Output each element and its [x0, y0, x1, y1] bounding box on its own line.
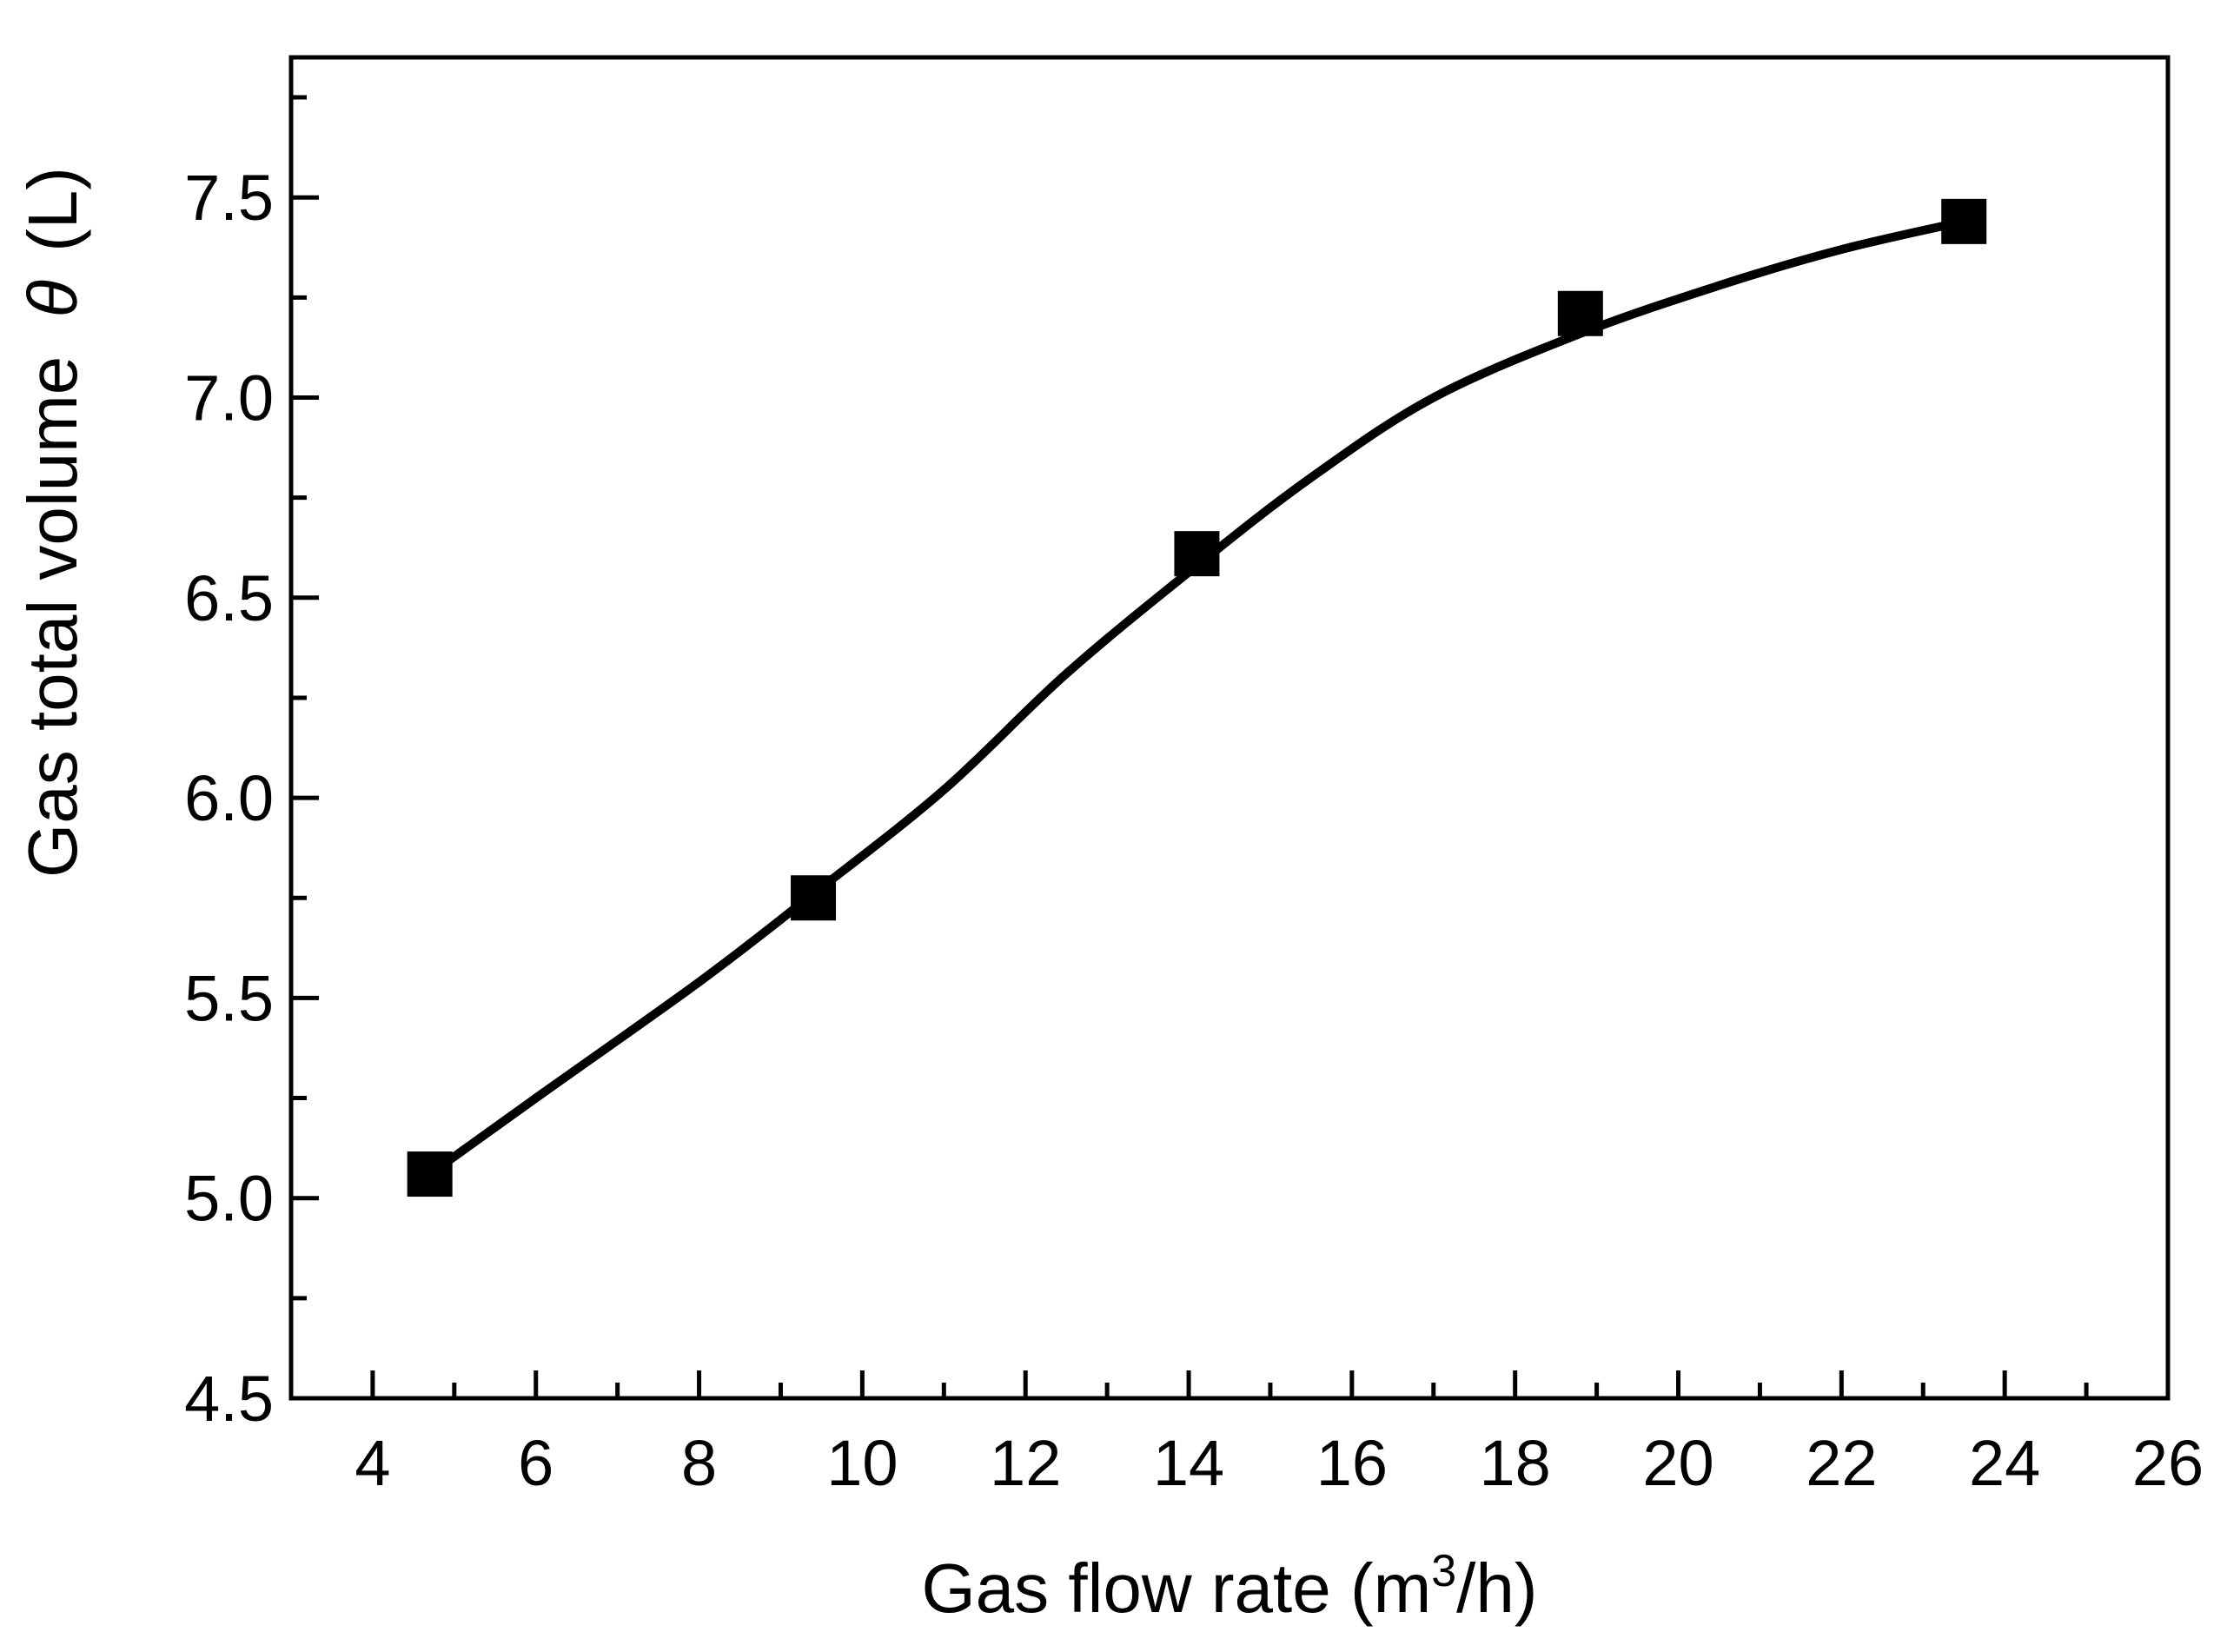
x-tick-label: 20 [1642, 1427, 1713, 1499]
x-tick-label: 22 [1806, 1427, 1877, 1499]
x-axis-title-text: Gas flow rate (m [921, 1549, 1431, 1627]
fit-curve-layer [425, 216, 1969, 1179]
x-tick-label: 8 [681, 1427, 717, 1499]
y-axis-title-text: Gas total volume [14, 356, 91, 878]
axis-ticks [291, 95, 2171, 1401]
fit-curve-line [425, 216, 1969, 1179]
x-tick-label: 12 [990, 1427, 1061, 1499]
x-tick-label: 18 [1480, 1427, 1551, 1499]
y-tick-label: 7.0 [184, 362, 274, 435]
x-axis-title-superscript: 3 [1431, 1546, 1456, 1596]
y-tick-label: 5.0 [184, 1163, 274, 1235]
data-points-layer [407, 198, 1987, 1198]
x-tick-label: 24 [1969, 1427, 2040, 1499]
y-tick-label: 6.5 [184, 562, 274, 634]
y-axis-title: Gas total volume θ (L) [14, 167, 91, 878]
x-tick-label: 4 [355, 1427, 390, 1499]
svg-text:Gas total volume θ: Gas total volume θ (L) [14, 167, 91, 878]
y-axis-title-symbol: θ [14, 280, 91, 317]
plot-frame [288, 55, 2171, 1401]
x-tick-label: 14 [1153, 1427, 1224, 1499]
data-point [1174, 531, 1220, 577]
x-tick-label: 6 [518, 1427, 553, 1499]
y-axis-title-unit: (L) [14, 167, 91, 252]
x-tick-label: 26 [2132, 1427, 2204, 1499]
y-tick-label: 5.5 [184, 962, 274, 1034]
data-point [1941, 198, 1987, 244]
data-point [1557, 290, 1603, 336]
data-point [791, 875, 837, 921]
x-axis-title-tail: /h) [1456, 1549, 1537, 1627]
y-tick-label: 4.5 [184, 1363, 274, 1435]
y-tick-label: 7.5 [184, 162, 274, 234]
x-axis-title: Gas flow rate (m3/h) [921, 1546, 1537, 1627]
data-point [407, 1151, 453, 1198]
x-tick-label: 10 [826, 1427, 898, 1499]
x-tick-label: 16 [1316, 1427, 1388, 1499]
y-tick-label: 6.0 [184, 762, 274, 834]
axis-tick-labels: 4 6 8 10 12 14 16 18 20 22 24 26 4.5 5.0 5.5 6.0 6.5 7.0 7… [184, 162, 2204, 1499]
